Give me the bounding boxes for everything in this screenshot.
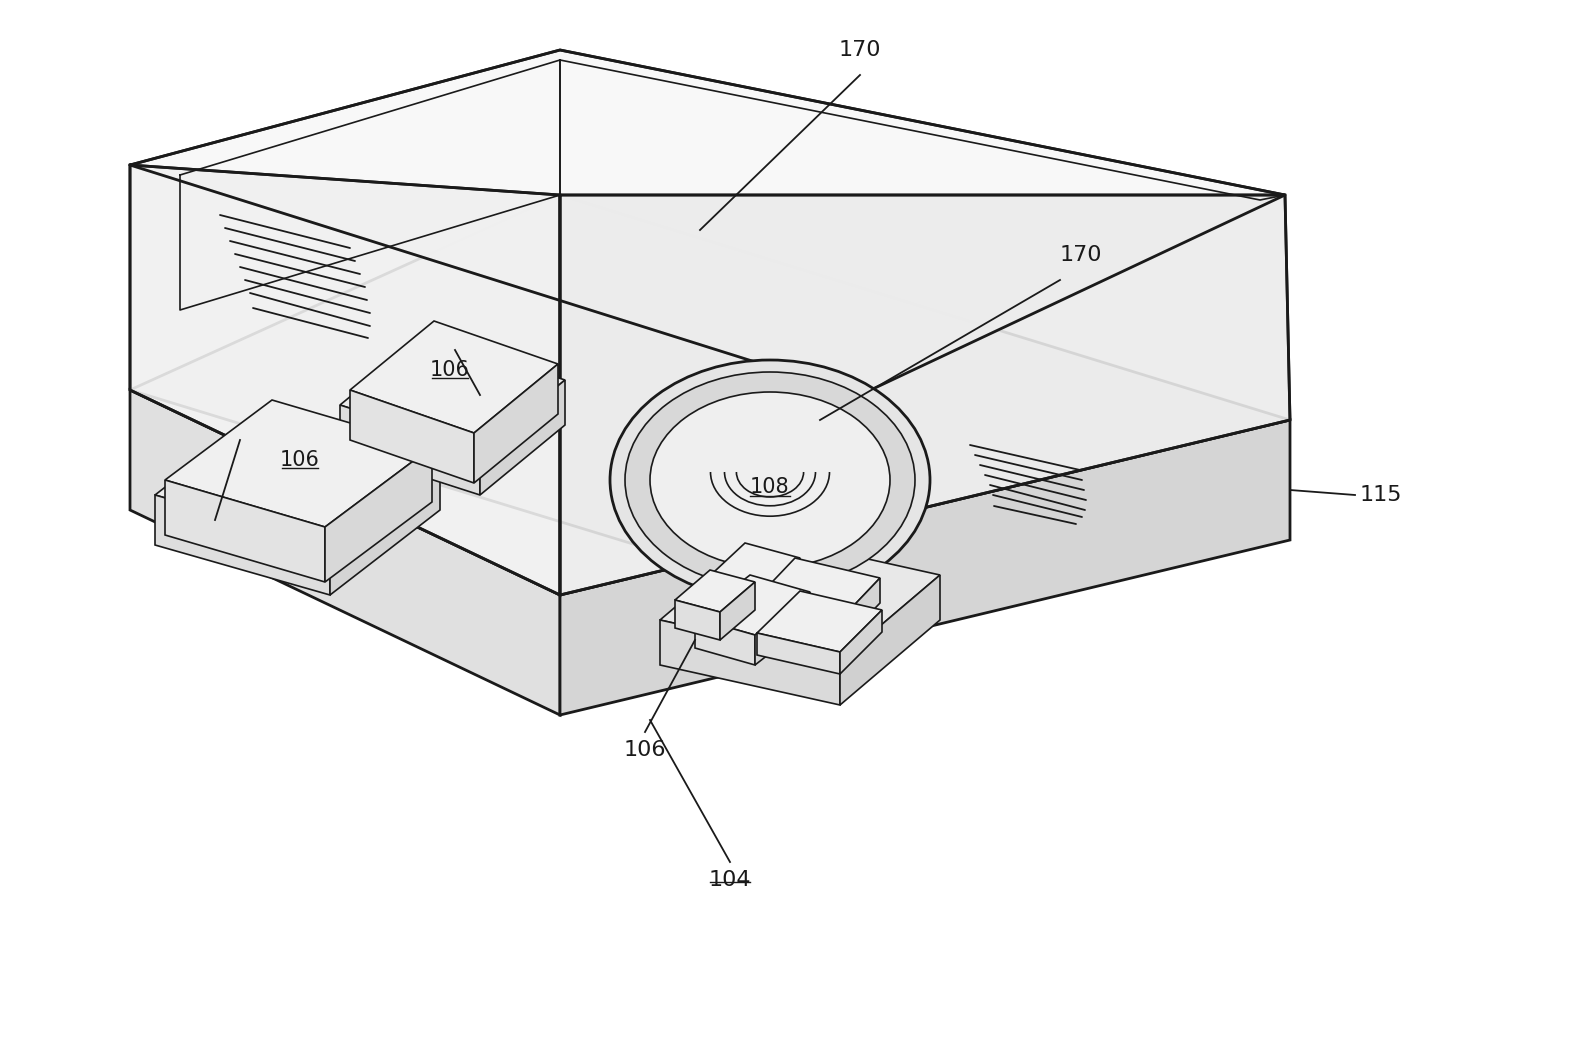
Polygon shape [758, 633, 839, 674]
Polygon shape [340, 405, 479, 495]
Polygon shape [560, 420, 1291, 715]
Polygon shape [839, 575, 940, 705]
Ellipse shape [610, 360, 931, 600]
Polygon shape [156, 410, 440, 545]
Polygon shape [340, 335, 564, 450]
Polygon shape [839, 578, 880, 645]
Text: 170: 170 [1060, 245, 1102, 265]
Polygon shape [130, 390, 560, 715]
Polygon shape [755, 557, 800, 635]
Ellipse shape [626, 372, 915, 588]
Text: 104: 104 [709, 870, 751, 889]
Polygon shape [351, 390, 475, 483]
Polygon shape [560, 195, 1291, 595]
Polygon shape [660, 620, 839, 705]
Polygon shape [755, 600, 839, 645]
Polygon shape [130, 50, 1284, 395]
Polygon shape [130, 165, 560, 595]
Polygon shape [700, 543, 800, 600]
Ellipse shape [649, 392, 890, 568]
Polygon shape [700, 585, 755, 635]
Polygon shape [755, 557, 880, 620]
Polygon shape [156, 495, 330, 595]
Polygon shape [325, 447, 432, 582]
Polygon shape [758, 591, 882, 652]
Polygon shape [165, 480, 325, 582]
Polygon shape [695, 618, 755, 665]
Polygon shape [351, 321, 558, 433]
Text: 106: 106 [624, 740, 667, 760]
Polygon shape [165, 400, 432, 527]
Polygon shape [479, 380, 564, 495]
Polygon shape [674, 570, 755, 612]
Text: 170: 170 [839, 40, 882, 60]
Text: 106: 106 [280, 450, 321, 470]
Polygon shape [475, 364, 558, 483]
Text: 115: 115 [1360, 485, 1402, 505]
Polygon shape [755, 592, 810, 665]
Text: 108: 108 [750, 477, 789, 497]
Polygon shape [674, 600, 720, 640]
Polygon shape [839, 610, 882, 674]
Polygon shape [695, 575, 810, 635]
Polygon shape [660, 535, 940, 660]
Polygon shape [330, 460, 440, 595]
Polygon shape [720, 582, 755, 640]
Polygon shape [130, 195, 1291, 615]
Text: 106: 106 [431, 360, 470, 380]
